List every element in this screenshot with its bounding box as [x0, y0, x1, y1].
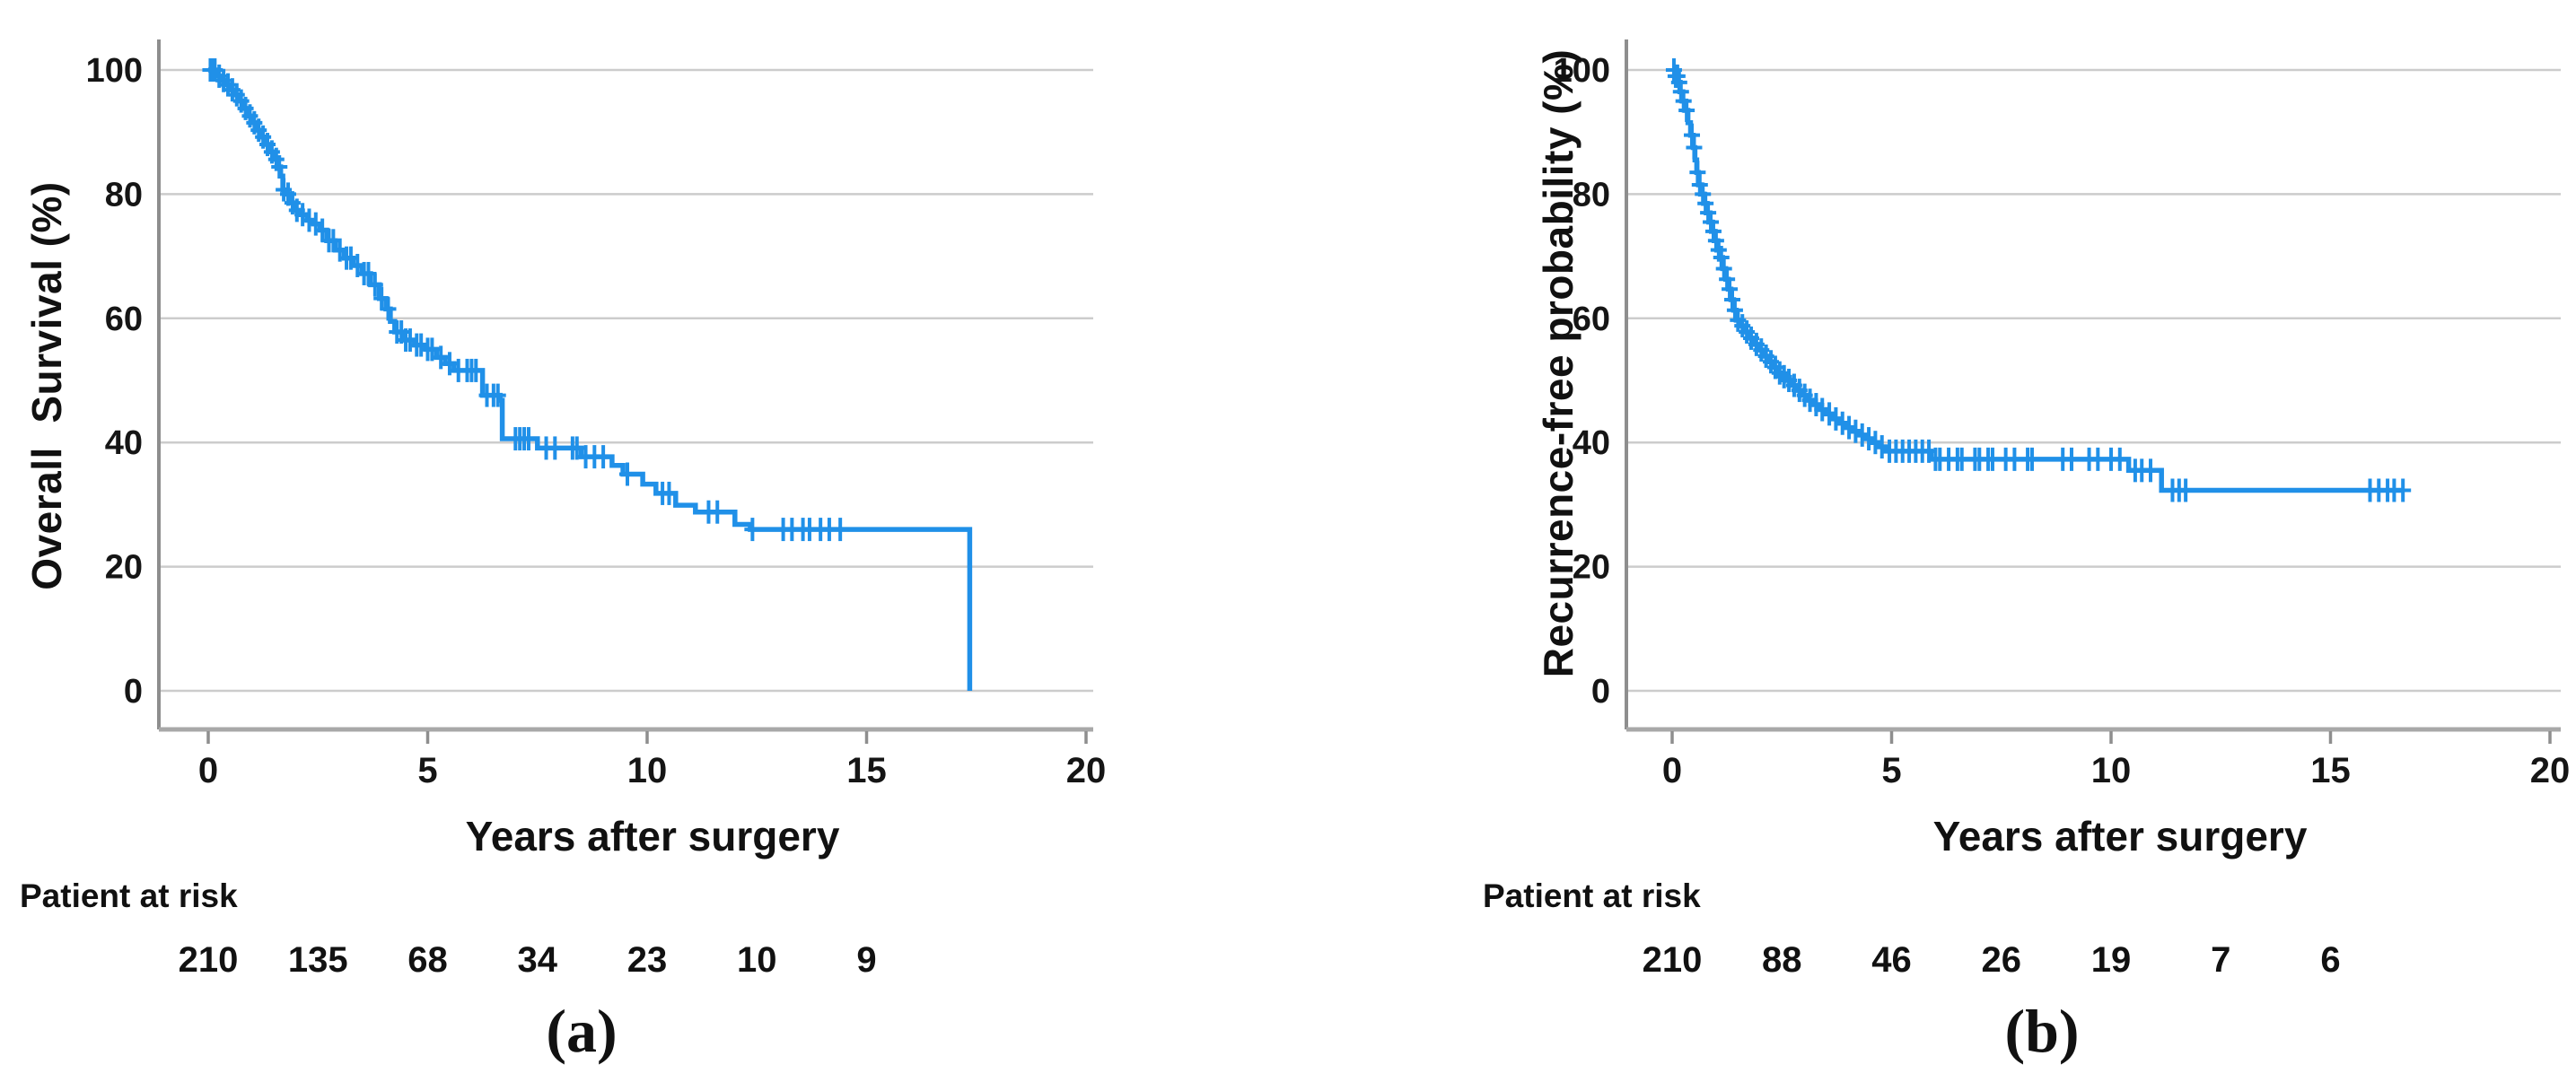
x-tick-label: 15: [846, 751, 887, 790]
at-risk-count: 23: [626, 940, 668, 980]
y-tick-label: 60: [1573, 301, 1610, 338]
at-risk-count: 210: [1642, 940, 1703, 980]
km-curve: [1672, 67, 2404, 493]
at-risk-count: 88: [1762, 940, 1802, 980]
x-tick-label: 20: [2530, 751, 2571, 790]
at-risk-count: 34: [517, 940, 558, 980]
at-risk-label-a: Patient at risk: [20, 877, 238, 914]
x-tick-label: 5: [1881, 751, 1901, 790]
at-risk-count: 210: [178, 940, 239, 980]
x-tick-label: 10: [627, 751, 668, 790]
y-tick-label: 20: [1573, 549, 1610, 587]
x-tick-label: 10: [2091, 751, 2132, 790]
x-tick-label: 5: [417, 751, 437, 790]
y-tick-label: 100: [1554, 52, 1610, 90]
y-axis-title-overall-survival: Overall Survival (%): [23, 181, 70, 590]
at-risk-count: 9: [856, 940, 877, 980]
x-tick-label: 0: [198, 751, 218, 790]
y-tick-label: 0: [124, 673, 143, 711]
panel-tag-a: (a): [546, 997, 618, 1065]
at-risk-label-b: Patient at risk: [1483, 877, 1701, 914]
y-tick-label: 40: [1573, 424, 1610, 462]
at-risk-count: 26: [1981, 940, 2022, 980]
x-axis-title-a: Years after surgery: [465, 813, 840, 859]
y-tick-label: 100: [86, 52, 143, 90]
y-tick-label: 80: [1573, 176, 1610, 214]
y-axis-title-recurrence-free: Recurrence-free probability (%): [1535, 48, 1582, 678]
y-tick-label: 0: [1591, 673, 1610, 711]
y-tick-label: 40: [105, 424, 143, 462]
at-risk-count: 10: [737, 940, 777, 980]
at-risk-count: 7: [2211, 940, 2231, 980]
x-tick-label: 20: [1066, 751, 1107, 790]
km-curve: [208, 67, 973, 691]
panel-tag-b: (b): [2004, 997, 2080, 1065]
x-axis-title-b: Years after surgery: [1932, 813, 2308, 859]
at-risk-count: 68: [407, 940, 448, 980]
at-risk-count: 6: [2320, 940, 2341, 980]
x-tick-label: 15: [2310, 751, 2351, 790]
x-tick-label: 0: [1662, 751, 1682, 790]
at-risk-count: 135: [287, 940, 348, 980]
at-risk-count: 46: [1871, 940, 1912, 980]
y-tick-label: 80: [105, 176, 143, 214]
y-tick-label: 20: [105, 549, 143, 587]
at-risk-count: 19: [2090, 940, 2132, 980]
y-tick-label: 60: [105, 301, 143, 338]
